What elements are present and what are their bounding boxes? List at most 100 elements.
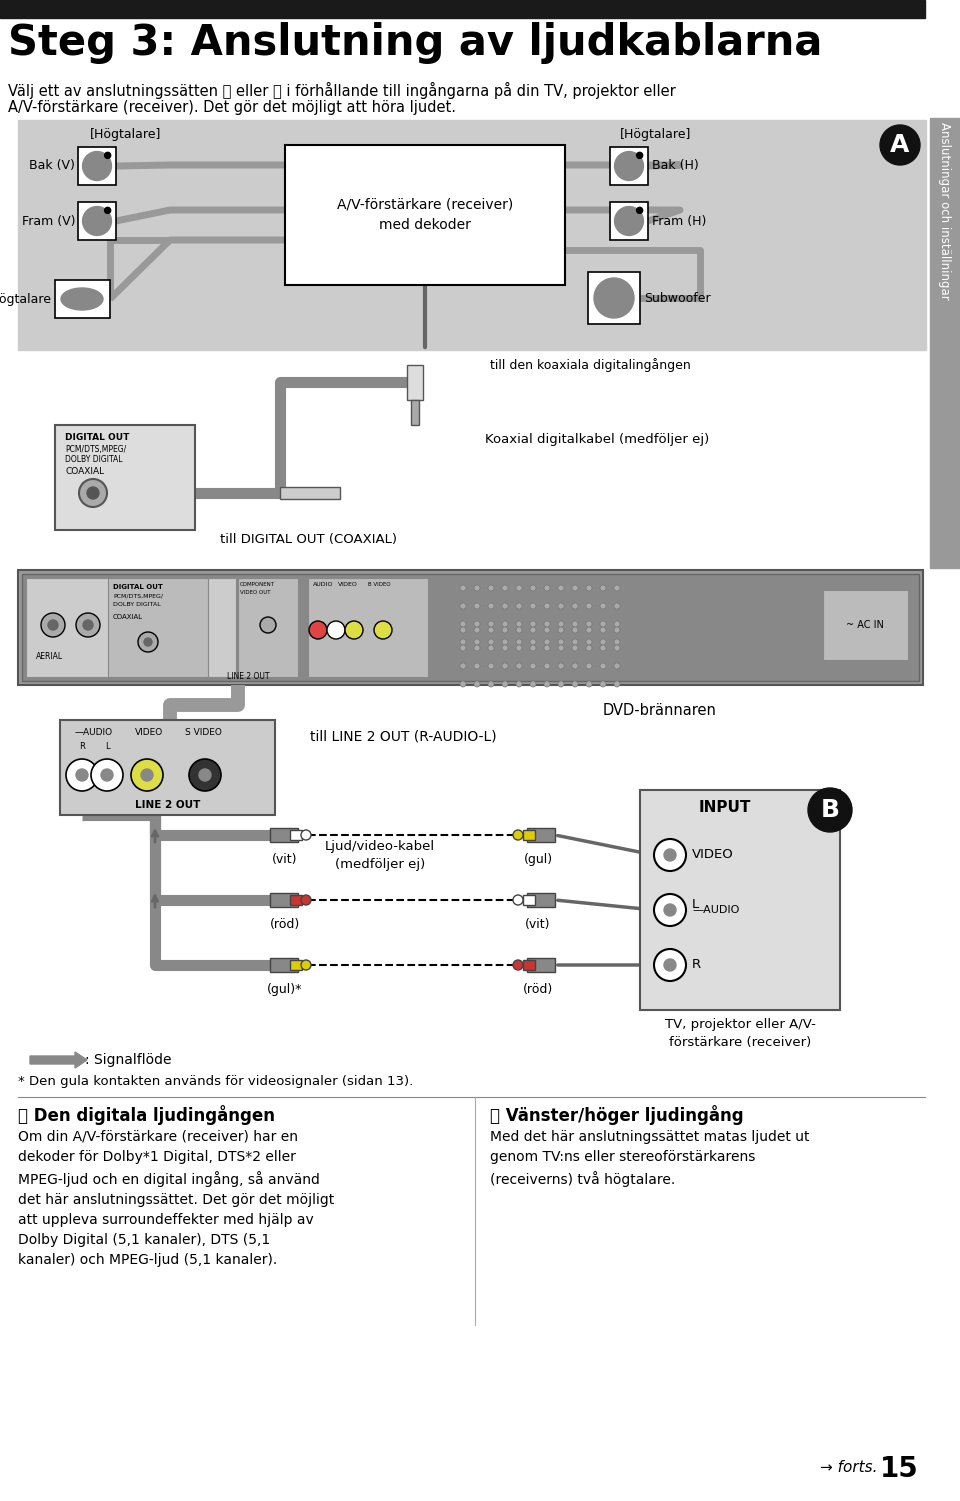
Circle shape [301, 961, 311, 970]
Bar [270, 893, 298, 907]
Text: A: A [890, 134, 910, 158]
Bar [0, 0, 925, 18]
Circle shape [586, 627, 592, 633]
Circle shape [572, 585, 578, 591]
Bar [60, 720, 275, 815]
Circle shape [460, 681, 466, 687]
Text: L: L [105, 741, 109, 750]
Text: S VIDEO: S VIDEO [185, 728, 222, 737]
Circle shape [530, 627, 536, 633]
Text: Ljud/video-kabel
(medföljer ej): Ljud/video-kabel (medföljer ej) [324, 841, 435, 871]
Circle shape [138, 632, 158, 651]
Circle shape [488, 681, 494, 687]
Circle shape [83, 207, 111, 236]
Circle shape [460, 603, 466, 609]
Circle shape [600, 681, 606, 687]
Circle shape [91, 760, 123, 791]
Circle shape [544, 621, 550, 627]
Circle shape [544, 585, 550, 591]
Circle shape [513, 830, 523, 841]
Circle shape [374, 621, 392, 639]
Circle shape [301, 830, 311, 841]
Circle shape [594, 278, 634, 318]
Circle shape [600, 639, 606, 645]
Bar [411, 399, 419, 425]
Text: [Högtalare]: [Högtalare] [90, 128, 161, 141]
Text: LINE 2 OUT: LINE 2 OUT [227, 672, 269, 681]
Circle shape [558, 603, 564, 609]
Bar [523, 830, 535, 841]
Text: (gul): (gul) [523, 853, 553, 866]
Circle shape [488, 585, 494, 591]
Text: INPUT: INPUT [699, 800, 751, 815]
Circle shape [144, 638, 152, 645]
Circle shape [488, 627, 494, 633]
Text: Anslutningar och inställningar: Anslutningar och inställningar [939, 122, 951, 300]
Circle shape [544, 645, 550, 651]
Text: till DIGITAL OUT (COAXIAL): till DIGITAL OUT (COAXIAL) [220, 533, 397, 546]
Circle shape [530, 585, 536, 591]
Circle shape [530, 681, 536, 687]
Text: DVD-brännaren: DVD-brännaren [603, 702, 717, 717]
Circle shape [502, 639, 508, 645]
Circle shape [614, 663, 620, 669]
Circle shape [614, 621, 620, 627]
Circle shape [502, 603, 508, 609]
Circle shape [460, 585, 466, 591]
Circle shape [558, 627, 564, 633]
Circle shape [460, 621, 466, 627]
Bar [527, 893, 555, 907]
Text: LINE 2 OUT: LINE 2 OUT [134, 800, 201, 811]
Circle shape [76, 612, 100, 636]
Circle shape [544, 639, 550, 645]
Text: —AUDIO: —AUDIO [75, 728, 113, 737]
Circle shape [48, 620, 58, 630]
Text: → forts.: → forts. [820, 1460, 877, 1475]
Circle shape [502, 645, 508, 651]
Circle shape [614, 207, 643, 236]
Circle shape [614, 645, 620, 651]
Circle shape [530, 663, 536, 669]
Circle shape [41, 612, 65, 636]
Bar [527, 958, 555, 973]
Bar [26, 578, 236, 677]
Circle shape [600, 627, 606, 633]
Bar [22, 573, 919, 681]
Circle shape [345, 621, 363, 639]
Circle shape [460, 639, 466, 645]
Text: AUDIO: AUDIO [313, 582, 333, 587]
Circle shape [614, 585, 620, 591]
Circle shape [654, 895, 686, 926]
FancyArrow shape [30, 1052, 87, 1069]
Bar [55, 281, 110, 318]
Circle shape [600, 663, 606, 669]
Text: DOLBY DIGITAL: DOLBY DIGITAL [113, 602, 160, 606]
Bar [930, 0, 960, 1501]
Bar [108, 578, 208, 677]
Circle shape [572, 663, 578, 669]
Circle shape [586, 621, 592, 627]
Text: Om din A/V-förstärkare (receiver) har en
dekoder för Dolby*1 Digital, DTS*2 elle: Om din A/V-förstärkare (receiver) har en… [18, 1130, 334, 1267]
Circle shape [516, 681, 522, 687]
Circle shape [131, 760, 163, 791]
Circle shape [586, 681, 592, 687]
Bar [610, 147, 648, 185]
Circle shape [664, 850, 676, 862]
Text: (röd): (röd) [523, 983, 553, 997]
Text: Bak (H): Bak (H) [652, 159, 699, 173]
Bar [18, 120, 926, 350]
Circle shape [586, 639, 592, 645]
Circle shape [474, 621, 480, 627]
Bar [78, 203, 116, 240]
Circle shape [502, 663, 508, 669]
Text: VIDEO: VIDEO [135, 728, 163, 737]
Text: (vit): (vit) [273, 853, 298, 866]
Text: DOLBY DIGITAL: DOLBY DIGITAL [65, 455, 123, 464]
Circle shape [513, 961, 523, 970]
Text: R: R [692, 959, 701, 971]
Circle shape [544, 627, 550, 633]
Bar [523, 895, 535, 905]
Bar [290, 961, 302, 970]
Circle shape [301, 895, 311, 905]
Circle shape [880, 125, 920, 165]
